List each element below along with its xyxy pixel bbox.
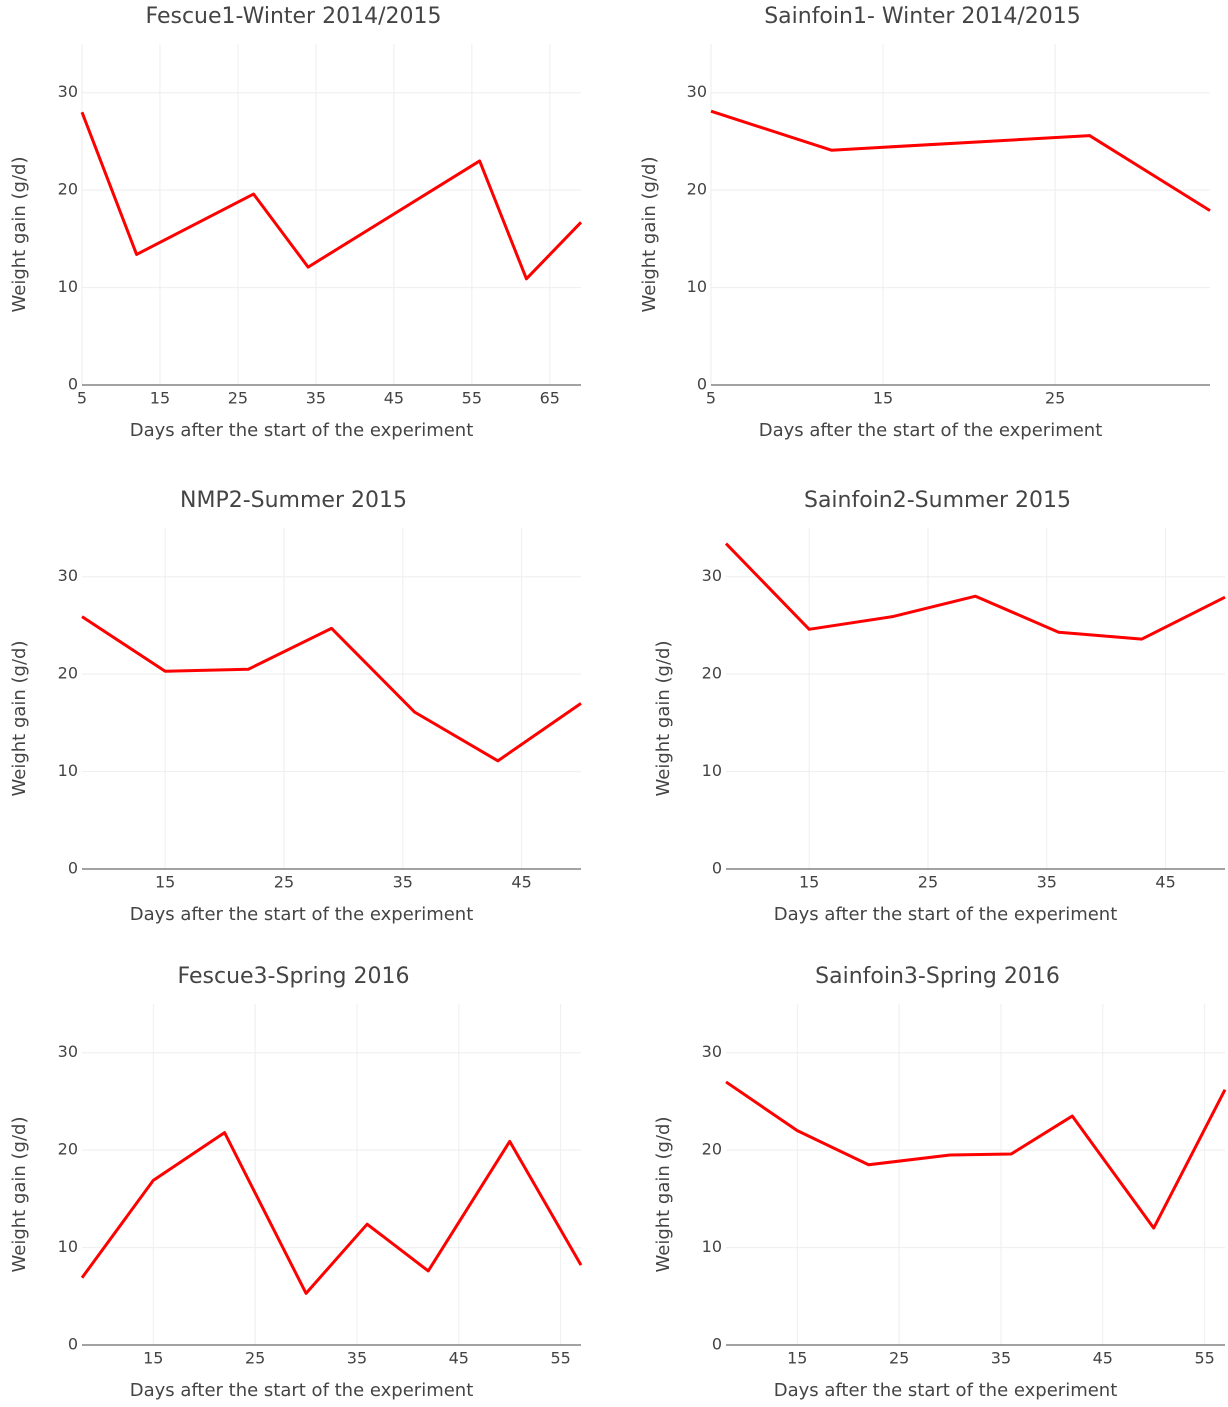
x-tick-label: 35	[991, 1349, 1011, 1368]
y-tick-label: 0	[712, 859, 722, 878]
data-line	[725, 1080, 1227, 1230]
x-tick-label: 45	[449, 1349, 469, 1368]
y-tick-label: 0	[68, 1335, 78, 1354]
x-tick-label: 45	[1155, 873, 1175, 892]
y-axis-label: Weight gain (g/d)	[639, 157, 660, 313]
y-tick-label: 30	[58, 566, 78, 585]
y-tick-label: 20	[702, 1140, 722, 1159]
y-axis-label: Weight gain (g/d)	[653, 1117, 674, 1273]
y-tick-label: 30	[702, 566, 722, 585]
y-tick-label: 10	[702, 1237, 722, 1256]
chart-title: Sainfoin2-Summer 2015	[804, 488, 1071, 513]
x-tick-label: 5	[77, 389, 87, 408]
x-tick-label: 35	[1037, 873, 1057, 892]
y-tick-label: 20	[58, 180, 78, 199]
x-tick-label: 25	[274, 873, 294, 892]
y-tick-label: 30	[58, 82, 78, 101]
x-tick-label: 35	[306, 389, 326, 408]
x-tick-label: 45	[384, 389, 404, 408]
y-tick-label: 10	[702, 761, 722, 780]
x-tick-label: 15	[799, 873, 819, 892]
x-tick-label: 45	[511, 873, 531, 892]
x-axis-label: Days after the start of the experiment	[130, 420, 474, 441]
data-line	[80, 1131, 583, 1295]
y-tick-label: 10	[58, 761, 78, 780]
x-tick-label: 25	[228, 389, 248, 408]
x-tick-label: 35	[347, 1349, 367, 1368]
data-line	[81, 615, 582, 763]
y-tick-label: 20	[58, 664, 78, 683]
x-axis-label: Days after the start of the experiment	[774, 904, 1118, 925]
data-line	[710, 109, 1211, 212]
x-tick-label: 55	[550, 1349, 570, 1368]
y-tick-label: 30	[687, 82, 707, 101]
y-tick-label: 10	[58, 1237, 78, 1256]
chart-title: Fescue3-Spring 2016	[178, 964, 410, 989]
y-tick-label: 20	[687, 180, 707, 199]
x-tick-label: 15	[873, 389, 893, 408]
x-tick-label: 15	[155, 873, 175, 892]
x-tick-label: 25	[889, 1349, 909, 1368]
y-tick-label: 0	[712, 1335, 722, 1354]
x-tick-label: 65	[540, 389, 560, 408]
x-tick-label: 45	[1093, 1349, 1113, 1368]
y-axis-label: Weight gain (g/d)	[9, 157, 30, 313]
x-tick-label: 35	[393, 873, 413, 892]
data-line	[724, 542, 1226, 641]
y-axis-label: Weight gain (g/d)	[9, 641, 30, 797]
x-tick-label: 25	[1045, 389, 1065, 408]
chart-title: Sainfoin3-Spring 2016	[815, 964, 1060, 989]
y-tick-label: 0	[68, 859, 78, 878]
y-tick-label: 30	[702, 1042, 722, 1061]
x-axis-label: Days after the start of the experiment	[774, 1380, 1118, 1401]
y-tick-label: 10	[58, 277, 78, 296]
x-tick-label: 15	[150, 389, 170, 408]
chart-title: Sainfoin1- Winter 2014/2015	[764, 4, 1081, 29]
y-tick-label: 0	[697, 375, 707, 394]
x-axis-label: Days after the start of the experiment	[130, 904, 474, 925]
data-line	[80, 111, 583, 281]
chart-title: Fescue1-Winter 2014/2015	[146, 4, 442, 29]
y-tick-label: 20	[58, 1140, 78, 1159]
x-axis-label: Days after the start of the experiment	[130, 1380, 474, 1401]
y-tick-label: 20	[702, 664, 722, 683]
x-tick-label: 25	[245, 1349, 265, 1368]
y-axis-label: Weight gain (g/d)	[9, 1117, 30, 1273]
x-tick-label: 15	[787, 1349, 807, 1368]
x-tick-label: 5	[706, 389, 716, 408]
chart-title: NMP2-Summer 2015	[180, 488, 407, 513]
x-tick-label: 55	[462, 389, 482, 408]
y-tick-label: 30	[58, 1042, 78, 1061]
x-tick-label: 55	[1194, 1349, 1214, 1368]
y-axis-label: Weight gain (g/d)	[653, 641, 674, 797]
x-tick-label: 15	[143, 1349, 163, 1368]
y-tick-label: 0	[68, 375, 78, 394]
y-tick-label: 10	[687, 277, 707, 296]
x-tick-label: 25	[918, 873, 938, 892]
x-axis-label: Days after the start of the experiment	[759, 420, 1103, 441]
